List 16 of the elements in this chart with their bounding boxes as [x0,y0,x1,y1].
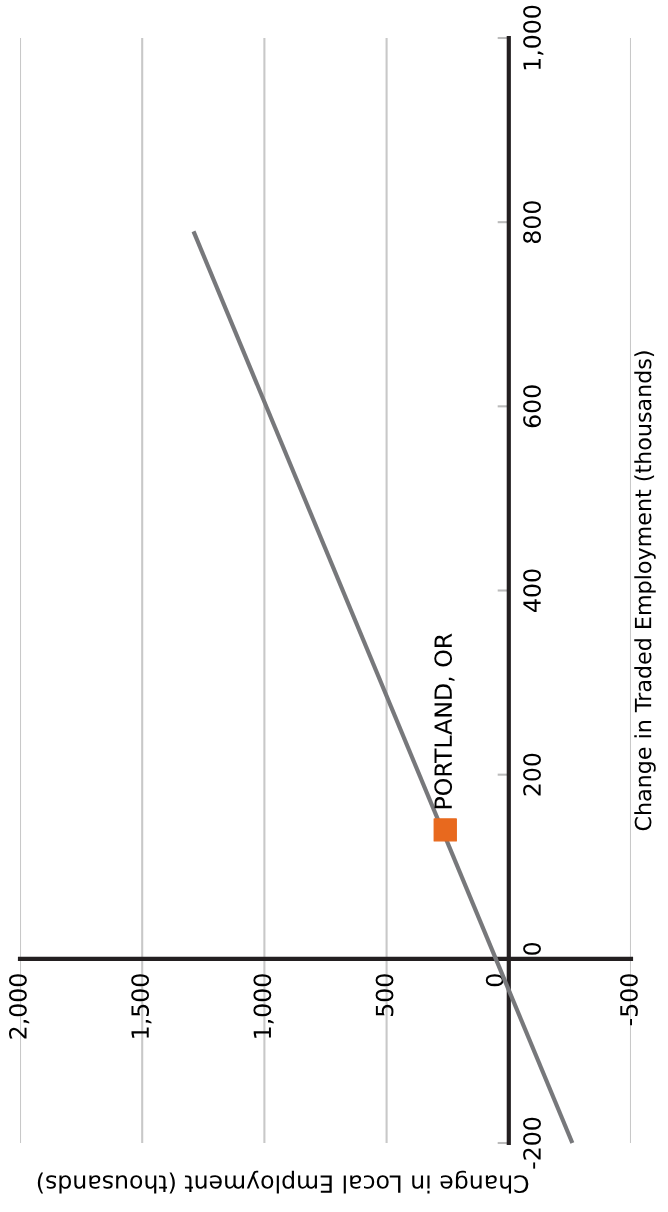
y-tick-label: 400 [523,569,541,612]
x-tick-label: 2,000 [8,974,30,1039]
y-tick-label: 200 [523,753,541,796]
y-tick-label: 1,000 [523,5,544,70]
y-axis-title: Change in Traded Employment (thousands) [634,351,656,831]
x-tick-label: 1,000 [253,974,274,1038]
x-tick-label: 500 [375,974,394,1016]
y-tick-label: 800 [523,201,541,244]
y-tick-label: 600 [523,385,541,428]
x-tick-label: -500 [619,974,638,1026]
x-axis-title: Change in Local Employment (thousands) [37,1170,529,1194]
y-tick-label: 0 [523,942,541,955]
y-tick-label: -200 [523,1117,541,1169]
x-tick-label: 1,500 [131,974,152,1038]
x-tick-label: 0 [485,974,504,987]
annotation: PORTLAND, OR [434,633,455,809]
